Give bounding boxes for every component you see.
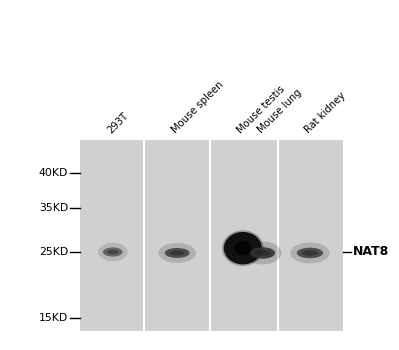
Text: Rat kidney: Rat kidney <box>303 90 348 135</box>
Ellipse shape <box>250 247 275 259</box>
Ellipse shape <box>165 248 190 258</box>
Ellipse shape <box>107 250 119 254</box>
Ellipse shape <box>244 241 281 264</box>
Ellipse shape <box>297 248 323 258</box>
Text: 293T: 293T <box>106 110 130 135</box>
Text: 35KD: 35KD <box>39 203 68 213</box>
Ellipse shape <box>234 241 251 256</box>
Text: 15KD: 15KD <box>39 313 68 323</box>
Ellipse shape <box>255 250 270 256</box>
Ellipse shape <box>158 243 196 263</box>
Ellipse shape <box>290 243 330 264</box>
Text: NAT8: NAT8 <box>353 245 389 259</box>
Text: Mouse spleen: Mouse spleen <box>170 79 225 135</box>
Ellipse shape <box>98 243 128 261</box>
Ellipse shape <box>170 251 185 256</box>
Ellipse shape <box>234 241 251 256</box>
Ellipse shape <box>103 247 122 257</box>
FancyBboxPatch shape <box>80 140 343 331</box>
Text: 40KD: 40KD <box>39 168 68 178</box>
Text: Mouse lung: Mouse lung <box>255 88 303 135</box>
Ellipse shape <box>222 230 264 266</box>
Ellipse shape <box>231 238 255 259</box>
Ellipse shape <box>227 234 259 262</box>
Text: 25KD: 25KD <box>39 247 68 257</box>
Text: Mouse testis: Mouse testis <box>236 84 287 135</box>
Ellipse shape <box>302 250 318 256</box>
Ellipse shape <box>224 232 262 264</box>
